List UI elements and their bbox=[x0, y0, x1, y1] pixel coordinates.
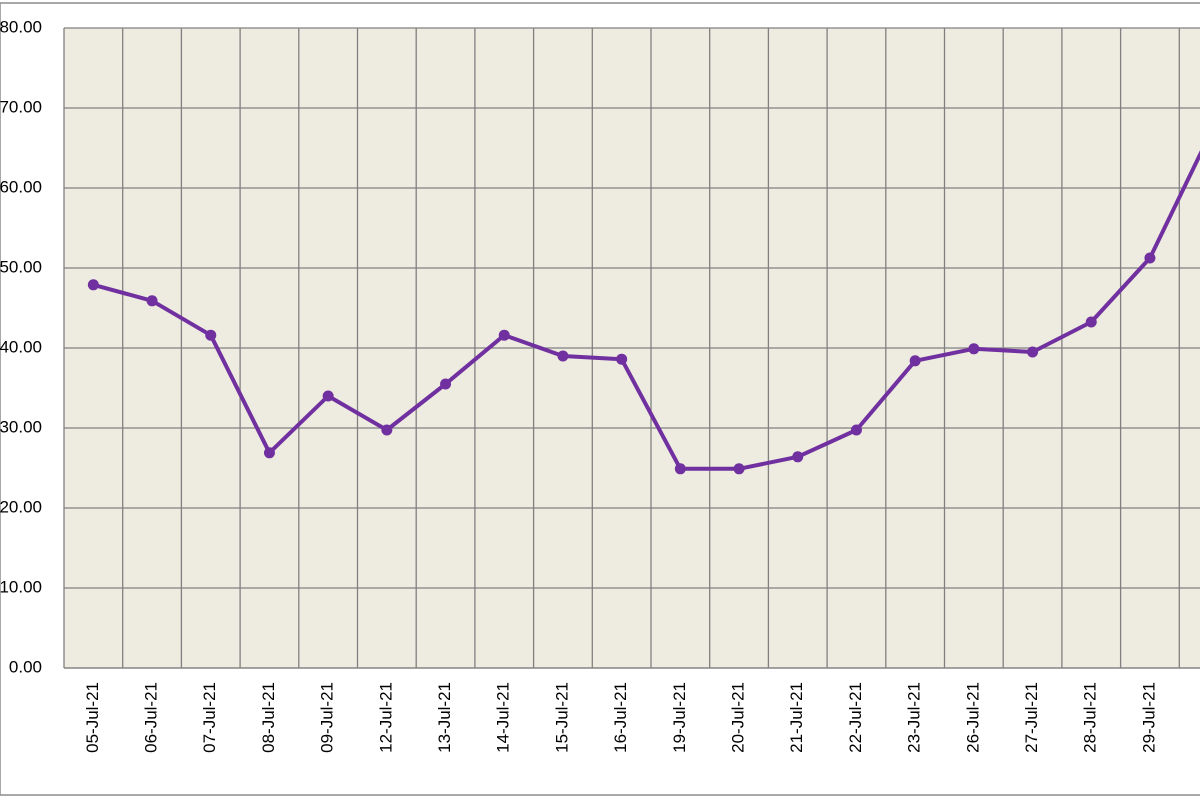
marker bbox=[87, 279, 99, 291]
marker bbox=[440, 378, 452, 390]
x-tick-label: 20-Jul-21 bbox=[729, 682, 748, 753]
x-tick-label: 15-Jul-21 bbox=[552, 682, 571, 753]
x-tick-label: 26-Jul-21 bbox=[963, 682, 982, 753]
x-tick-label: 27-Jul-21 bbox=[1022, 682, 1041, 753]
x-tick-label: 28-Jul-21 bbox=[1081, 682, 1100, 753]
marker bbox=[146, 295, 158, 307]
marker bbox=[498, 329, 510, 341]
y-tick-label: 20.00 bbox=[0, 497, 42, 516]
marker bbox=[1144, 252, 1156, 264]
x-tick-label: 09-Jul-21 bbox=[318, 682, 337, 753]
x-tick-label: 14-Jul-21 bbox=[494, 682, 513, 753]
x-tick-label: 22-Jul-21 bbox=[846, 682, 865, 753]
x-tick-label: 29-Jul-21 bbox=[1139, 682, 1158, 753]
x-tick-label: 23-Jul-21 bbox=[905, 682, 924, 753]
marker bbox=[909, 355, 921, 367]
marker bbox=[205, 329, 217, 341]
line bbox=[92, 150, 1200, 471]
marker bbox=[322, 390, 334, 402]
x-tick-label: 05-Jul-21 bbox=[83, 682, 102, 753]
marker bbox=[674, 463, 686, 475]
y-tick-label: 50.00 bbox=[0, 257, 42, 276]
y-tick-label: 0.00 bbox=[9, 657, 42, 676]
x-tick-label: 06-Jul-21 bbox=[142, 682, 161, 753]
marker bbox=[850, 424, 862, 436]
x-tick-label: 16-Jul-21 bbox=[611, 682, 630, 753]
marker bbox=[733, 463, 745, 475]
y-tick-label: 70.00 bbox=[0, 97, 42, 116]
marker bbox=[1085, 316, 1097, 328]
marker bbox=[792, 451, 804, 463]
marker bbox=[616, 353, 628, 365]
y-tick-label: 10.00 bbox=[0, 577, 42, 596]
marker bbox=[263, 447, 275, 459]
marker bbox=[557, 350, 569, 362]
x-tick-label: 21-Jul-21 bbox=[787, 682, 806, 753]
y-tick-label: 40.00 bbox=[0, 337, 42, 356]
marker bbox=[1027, 346, 1039, 358]
x-tick-label: 13-Jul-21 bbox=[435, 682, 454, 753]
y-tick-label: 30.00 bbox=[0, 417, 42, 436]
marker bbox=[968, 343, 980, 355]
x-tick-label: 12-Jul-21 bbox=[376, 682, 395, 753]
x-tick-label: 08-Jul-21 bbox=[259, 682, 278, 753]
x-tick-label: 07-Jul-21 bbox=[200, 682, 219, 753]
y-tick-label: 60.00 bbox=[0, 177, 42, 196]
marker bbox=[381, 424, 393, 436]
y-tick-label: 80.00 bbox=[0, 17, 42, 36]
x-tick-label: 19-Jul-21 bbox=[670, 682, 689, 753]
x-tick-label: 30-Jul-21 bbox=[1198, 682, 1200, 753]
